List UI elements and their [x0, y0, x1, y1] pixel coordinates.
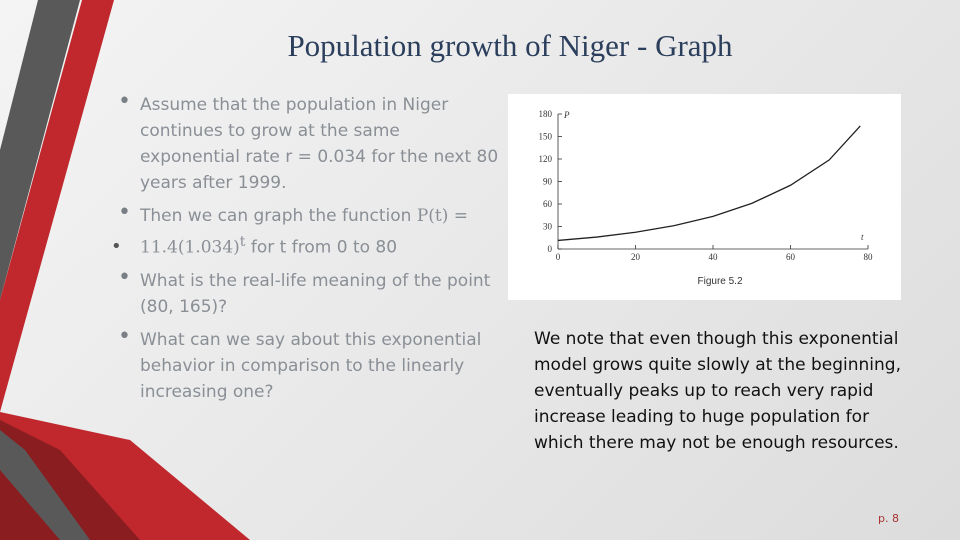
gray-corner: [0, 430, 90, 540]
exponent: t: [239, 234, 246, 250]
page-number: p. 8: [878, 512, 899, 525]
x-tick-label: 40: [709, 252, 719, 262]
x-tick-label: 0: [556, 252, 561, 262]
x-axis-label: t: [861, 232, 864, 242]
bullet: What is the real-life meaning of the poi…: [118, 265, 500, 320]
x-tick-label: 60: [786, 252, 796, 262]
y-tick-label: 180: [539, 109, 553, 119]
bullet: What can we say about this exponential b…: [118, 324, 500, 405]
figure-caption: Figure 5.2: [697, 276, 742, 287]
bullet-text: Then we can graph the function: [140, 206, 412, 226]
y-tick-label: 60: [543, 199, 553, 209]
formula: P(t) = 11.4(1.034): [140, 206, 469, 258]
y-tick-label: 0: [548, 244, 553, 254]
y-axis-label: P: [563, 110, 570, 120]
bullet: Then we can graph the function P(t) = 11…: [118, 200, 500, 261]
note: We note that even though this exponentia…: [534, 329, 901, 453]
x-tick-label: 20: [631, 252, 641, 262]
gray-stripe: [0, 0, 80, 300]
stray-bullet: •: [111, 236, 122, 257]
bullet-text: for t from 0 to 80: [250, 237, 398, 258]
red-stripe: [0, 0, 114, 412]
y-tick-label: 30: [543, 222, 553, 232]
curve: [557, 125, 861, 242]
figure-background: [508, 94, 901, 300]
x-tick-label: 80: [864, 252, 874, 262]
figure: P t Figure 5.2 0 30 60 90 120 150 180 0 20 40 60 80: [508, 94, 901, 300]
slide-title: Population growth of Niger - Graph: [287, 28, 733, 63]
y-tick-label: 120: [539, 154, 553, 164]
y-tick-label: 150: [539, 132, 553, 142]
y-tick-label: 90: [543, 177, 553, 187]
bullet: Assume that the population in Niger cont…: [118, 89, 500, 196]
bullet-list: Assume that the population in Niger cont…: [118, 89, 500, 412]
